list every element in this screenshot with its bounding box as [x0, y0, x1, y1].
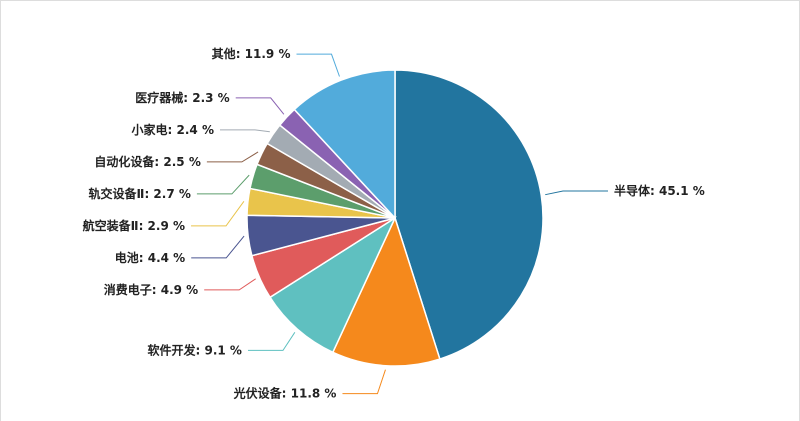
leader-line	[204, 278, 256, 291]
pie-slice	[293, 69, 396, 220]
slice-value: 9.1 %	[205, 343, 242, 357]
label-separator: :	[154, 154, 163, 168]
slice-label: 半导体: 45.1 %	[614, 183, 705, 198]
slice-name: 航空装备Ⅱ	[83, 217, 139, 232]
leader-line	[296, 53, 340, 77]
slice-label: 光伏设备: 11.8 %	[233, 385, 337, 400]
leader-line	[235, 97, 285, 115]
slice-value: 4.4 %	[148, 250, 185, 264]
slice-name: 其他	[212, 46, 236, 61]
slice-value: 11.8 %	[291, 386, 337, 400]
slice-label: 医疗器械: 2.3 %	[135, 89, 229, 104]
slice-label: 其他: 11.9 %	[212, 46, 291, 61]
slice-name: 小家电	[132, 121, 168, 136]
slice-value: 11.9 %	[245, 47, 291, 61]
pie-slice	[331, 215, 441, 367]
slice-label: 轨交设备Ⅱ: 2.7 %	[89, 185, 191, 200]
label-separator: :	[236, 47, 245, 61]
slice-value: 2.7 %	[153, 186, 190, 200]
slice-name: 消费电子	[104, 281, 152, 296]
slice-value: 4.9 %	[161, 282, 198, 296]
label-separator: :	[139, 250, 148, 264]
slice-name: 电池	[115, 249, 139, 264]
slice-label: 航空装备Ⅱ: 2.9 %	[83, 217, 185, 232]
slice-label: 自动化设备: 2.5 %	[94, 153, 200, 168]
slice-name: 软件开发	[148, 342, 197, 357]
slice-label: 小家电: 2.4 %	[132, 121, 214, 136]
leader-line	[191, 201, 245, 227]
label-separator: :	[196, 343, 205, 357]
leader-line	[247, 332, 296, 351]
slice-label: 软件开发: 9.1 %	[148, 342, 242, 357]
leader-line	[191, 235, 245, 259]
slice-name: 轨交设备Ⅱ	[89, 185, 145, 200]
leader-line	[206, 151, 259, 163]
slice-value: 2.9 %	[148, 218, 185, 232]
slice-name: 医疗器械	[135, 89, 183, 104]
leader-line	[196, 174, 250, 195]
slice-value: 45.1 %	[659, 184, 705, 198]
slice-value: 2.5 %	[163, 154, 200, 168]
pie-slice	[394, 69, 544, 360]
leader-line	[342, 369, 386, 395]
pie-slice	[269, 215, 397, 354]
label-separator: :	[152, 282, 161, 296]
slice-label: 电池: 4.4 %	[115, 249, 185, 264]
slice-value: 2.4 %	[177, 122, 214, 136]
label-separator: :	[650, 184, 659, 198]
label-separator: :	[282, 386, 291, 400]
slice-label: 消费电子: 4.9 %	[104, 281, 198, 296]
leader-line	[545, 190, 608, 196]
slice-name: 光伏设备	[233, 385, 283, 400]
label-separator: :	[139, 218, 148, 232]
slice-name: 自动化设备	[94, 153, 155, 168]
label-separator: :	[183, 90, 192, 104]
slice-value: 2.3 %	[192, 90, 229, 104]
leader-line	[219, 129, 270, 133]
label-separator: :	[144, 186, 153, 200]
slice-name: 半导体	[614, 183, 651, 198]
label-separator: :	[168, 122, 177, 136]
